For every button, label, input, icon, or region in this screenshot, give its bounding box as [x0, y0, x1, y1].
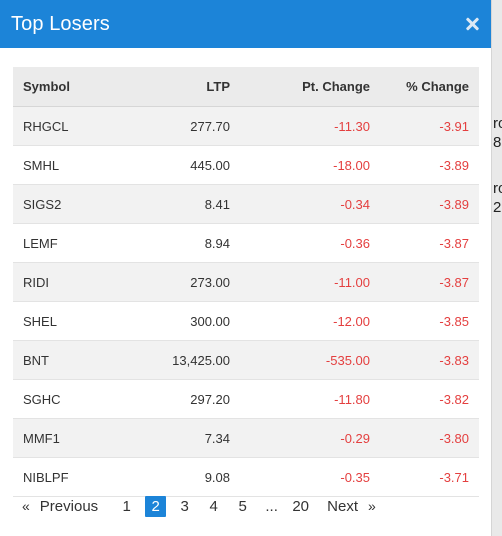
table-row[interactable]: SMHL 445.00 -18.00 -3.89 — [13, 145, 479, 185]
column-header-pt-change[interactable]: Pt. Change — [240, 67, 380, 107]
table-row[interactable]: SGHC 297.20 -11.80 -3.82 — [13, 379, 479, 419]
page-button-1[interactable]: 1 — [122, 497, 131, 515]
symbol-cell: SIGS2 — [13, 184, 128, 224]
pt-change-cell: -535.00 — [240, 340, 380, 380]
ltp-cell: 297.20 — [128, 379, 240, 419]
losers-table: Symbol LTP Pt. Change % Change RHGCL 277… — [13, 67, 479, 497]
symbol-cell: MMF1 — [13, 418, 128, 458]
table-row[interactable]: LEMF 8.94 -0.36 -3.87 — [13, 223, 479, 263]
symbol-cell: SGHC — [13, 379, 128, 419]
symbol-cell: RIDI — [13, 262, 128, 302]
symbol-cell: SMHL — [13, 145, 128, 185]
pt-change-cell: -0.36 — [240, 223, 380, 263]
symbol-cell: BNT — [13, 340, 128, 380]
column-header-symbol[interactable]: Symbol — [13, 67, 128, 107]
symbol-cell: RHGCL — [13, 106, 128, 146]
pct-change-cell: -3.89 — [380, 145, 479, 185]
pagination: « Previous 1 2 3 4 5 ... 20 Next » — [22, 495, 376, 517]
pt-change-cell: -11.00 — [240, 262, 380, 302]
ltp-cell: 273.00 — [128, 262, 240, 302]
pct-change-cell: -3.87 — [380, 262, 479, 302]
page-button-2-active[interactable]: 2 — [145, 495, 167, 517]
table-row[interactable]: RIDI 273.00 -11.00 -3.87 — [13, 262, 479, 302]
background-text: ro — [493, 180, 502, 197]
ltp-cell: 8.41 — [128, 184, 240, 224]
background-text: ro — [493, 115, 502, 132]
column-header-pct-change[interactable]: % Change — [380, 67, 479, 107]
previous-page-button[interactable]: « Previous — [22, 496, 98, 517]
modal-header: Top Losers — [0, 0, 491, 48]
ltp-cell: 9.08 — [128, 457, 240, 497]
pt-change-cell: -0.34 — [240, 184, 380, 224]
table-row[interactable]: BNT 13,425.00 -535.00 -3.83 — [13, 340, 479, 380]
ltp-cell: 300.00 — [128, 301, 240, 341]
table-row[interactable]: NIBLPF 9.08 -0.35 -3.71 — [13, 457, 479, 497]
background-page-peek: ro 8 ro 2 — [490, 0, 502, 536]
ltp-cell: 277.70 — [128, 106, 240, 146]
symbol-cell: LEMF — [13, 223, 128, 263]
page-button-3[interactable]: 3 — [180, 497, 189, 515]
pct-change-cell: -3.89 — [380, 184, 479, 224]
pct-change-cell: -3.71 — [380, 457, 479, 497]
pagination-ellipsis: ... — [265, 497, 278, 515]
pct-change-cell: -3.83 — [380, 340, 479, 380]
pct-change-cell: -3.80 — [380, 418, 479, 458]
background-text: 8 — [493, 134, 502, 151]
losers-table-container: Symbol LTP Pt. Change % Change RHGCL 277… — [13, 67, 479, 497]
previous-label: Previous — [39, 497, 99, 515]
table-row[interactable]: MMF1 7.34 -0.29 -3.80 — [13, 418, 479, 458]
column-header-ltp[interactable]: LTP — [128, 67, 240, 107]
pt-change-cell: -0.35 — [240, 457, 380, 497]
pct-change-cell: -3.82 — [380, 379, 479, 419]
pct-change-cell: -3.87 — [380, 223, 479, 263]
modal-title: Top Losers — [11, 12, 110, 35]
pt-change-cell: -12.00 — [240, 301, 380, 341]
symbol-cell: SHEL — [13, 301, 128, 341]
ltp-cell: 8.94 — [128, 223, 240, 263]
symbol-cell: NIBLPF — [13, 457, 128, 497]
table-header-row: Symbol LTP Pt. Change % Change — [13, 67, 479, 107]
table-row[interactable]: RHGCL 277.70 -11.30 -3.91 — [13, 106, 479, 146]
page-button-5[interactable]: 5 — [238, 497, 247, 515]
ltp-cell: 13,425.00 — [128, 340, 240, 380]
next-label: Next — [327, 497, 358, 515]
table-row[interactable]: SIGS2 8.41 -0.34 -3.89 — [13, 184, 479, 224]
double-chevron-left-icon: « — [22, 498, 30, 514]
ltp-cell: 7.34 — [128, 418, 240, 458]
page-button-20[interactable]: 20 — [292, 497, 309, 515]
double-chevron-right-icon: » — [368, 498, 376, 514]
pt-change-cell: -0.29 — [240, 418, 380, 458]
close-icon[interactable] — [465, 17, 479, 31]
background-text: 2 — [493, 199, 502, 216]
pct-change-cell: -3.91 — [380, 106, 479, 146]
pt-change-cell: -18.00 — [240, 145, 380, 185]
pct-change-cell: -3.85 — [380, 301, 479, 341]
table-row[interactable]: SHEL 300.00 -12.00 -3.85 — [13, 301, 479, 341]
pt-change-cell: -11.30 — [240, 106, 380, 146]
next-page-button[interactable]: Next » — [327, 496, 376, 517]
ltp-cell: 445.00 — [128, 145, 240, 185]
pt-change-cell: -11.80 — [240, 379, 380, 419]
page-button-4[interactable]: 4 — [209, 497, 218, 515]
